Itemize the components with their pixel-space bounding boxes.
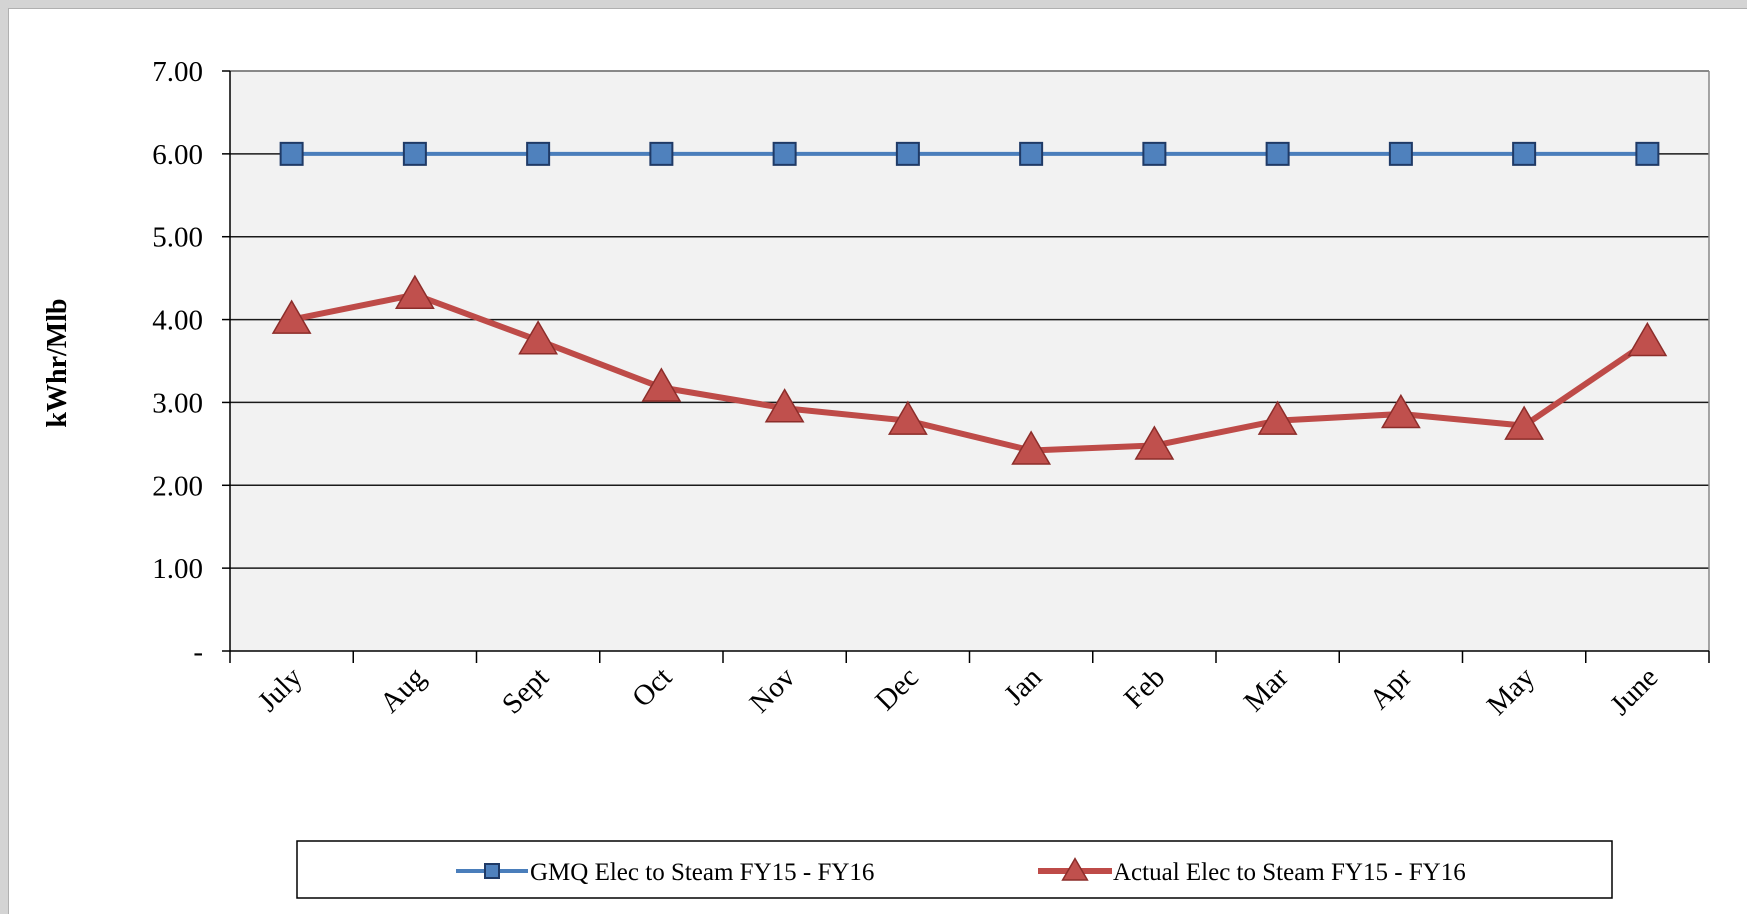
y-axis-label: kWhr/Mlb (42, 298, 73, 427)
data-point (518, 320, 559, 355)
chart-frame: - 1.00 2.00 3.00 4.00 5.00 6.00 7.00 July Aug Sep… (8, 8, 1747, 914)
x-tick-label: Nov (744, 661, 802, 719)
data-point (1142, 141, 1167, 166)
data-point (887, 400, 928, 435)
line-chart: - 1.00 2.00 3.00 4.00 5.00 6.00 7.00 July Aug Sep… (42, 56, 1710, 899)
data-point (1134, 425, 1175, 460)
x-tick-label: July (252, 661, 309, 718)
data-point (1504, 405, 1545, 440)
x-tick-label: Jan (998, 661, 1048, 711)
x-tick-label: Feb (1118, 661, 1171, 714)
data-point (764, 388, 805, 423)
plot-area (230, 71, 1709, 651)
data-point (279, 141, 304, 166)
data-point (394, 274, 435, 309)
data-point (1019, 141, 1044, 166)
data-point (1512, 141, 1537, 166)
legend-label: GMQ Elec to Steam FY15 - FY16 (530, 859, 874, 886)
x-axis-ticks: July Aug Sept Oct Nov Dec Jan Feb Mar Apr May June (229, 651, 1710, 722)
y-axis-ticks: - 1.00 2.00 3.00 4.00 5.00 6.00 7.00 (152, 56, 230, 668)
data-point (1265, 141, 1290, 166)
legend-label: Actual Elec to Steam FY15 - FY16 (1113, 859, 1466, 886)
data-point (526, 141, 551, 166)
data-point (649, 141, 674, 166)
series-line (291, 291, 1650, 454)
data-point (895, 141, 920, 166)
legend-swatch-marker (484, 863, 500, 879)
x-tick-label: Oct (626, 661, 678, 713)
x-tick-label: June (1604, 661, 1664, 721)
legend-swatch-marker (1061, 857, 1089, 881)
y-tick-label: 4.00 (152, 305, 203, 337)
data-point (1380, 393, 1421, 429)
y-tick-label: 2.00 (152, 470, 203, 502)
y-tick-label: 7.00 (152, 56, 203, 88)
x-tick-label: Mar (1238, 661, 1295, 718)
series-1 (279, 141, 1660, 166)
data-point (1257, 400, 1298, 435)
y-tick-label: - (193, 636, 203, 668)
data-point (641, 367, 682, 402)
legend-entry: Actual Elec to Steam FY15 - FY16 (1038, 857, 1466, 886)
data-point (402, 141, 427, 166)
x-tick-label: Sept (496, 661, 555, 720)
x-tick-label: May (1481, 661, 1542, 722)
y-tick-label: 3.00 (152, 387, 203, 419)
data-point (1011, 430, 1052, 465)
legend: GMQ Elec to Steam FY15 - FY16 Actual Elec… (296, 840, 1613, 899)
y-tick-label: 1.00 (152, 553, 203, 585)
data-point (1388, 141, 1413, 166)
y-tick-label: 5.00 (152, 222, 203, 254)
data-point (1627, 321, 1668, 357)
y-tick-label: 6.00 (152, 139, 203, 171)
x-tick-label: Aug (374, 661, 432, 719)
x-tick-label: Apr (1363, 661, 1418, 716)
data-point (271, 299, 312, 334)
data-point (1635, 141, 1660, 166)
data-point (772, 141, 797, 166)
series-2 (271, 274, 1668, 465)
legend-entry: GMQ Elec to Steam FY15 - FY16 (456, 859, 874, 886)
x-tick-label: Dec (869, 661, 925, 717)
series-layer (271, 141, 1668, 465)
